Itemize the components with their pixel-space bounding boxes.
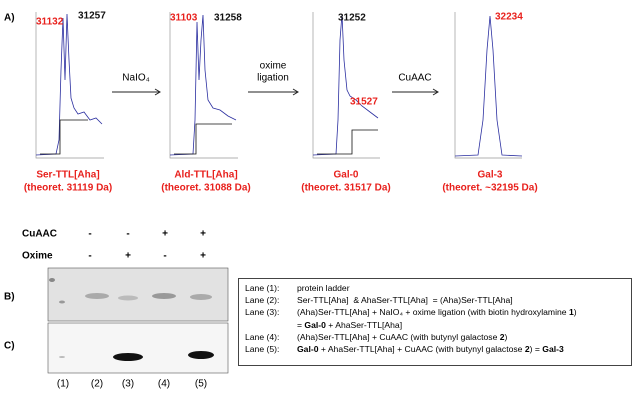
arrows [112, 88, 439, 96]
condition-sign: - [88, 229, 91, 240]
gel-bands [49, 278, 214, 361]
lane-label: Lane (3): [245, 307, 280, 318]
legend-row: Lane (4): (Aha)Ser-TTL[Aha] + CuAAC (with… [245, 331, 625, 343]
panel-label: A) [4, 13, 15, 24]
lane-description: protein ladder [297, 282, 350, 294]
condition-sign: + [200, 251, 206, 262]
arrow-label: ligation [257, 73, 289, 84]
peak-mass: 31258 [214, 13, 242, 24]
legend-row: Lane (3): (Aha)Ser-TTL[Aha] + NaIO₄ + oxi… [245, 306, 625, 318]
lane-number: (4) [158, 379, 170, 390]
species-name: Gal-0 [333, 170, 358, 181]
lane-label: Lane (5): [245, 344, 280, 355]
arrow-label: oxime [260, 61, 287, 72]
theoretical-mass: (theoret. ~32195 Da) [442, 183, 537, 194]
panel-label: C) [4, 341, 15, 352]
description-text: Gal-0 [297, 344, 319, 355]
description-text: 1 [568, 307, 574, 318]
description-text: Gal-3 [542, 344, 564, 355]
description-text: (Aha)Ser-TTL[Aha] + CuAAC (with butynyl … [297, 331, 500, 342]
peak-mass: 32234 [495, 12, 523, 23]
condition-sign: + [162, 229, 168, 240]
description-text: = [297, 319, 305, 330]
lane-label [245, 319, 297, 331]
arrow-label: NaIO₄ [122, 73, 149, 84]
description-text: + AhaSer-TTL[Aha] + CuAAC (with butynyl … [318, 344, 525, 355]
condition-sign: + [125, 251, 131, 262]
lane-description: = Gal-0 + AhaSer-TTL[Aha] [297, 319, 402, 331]
lane-number: (3) [122, 379, 134, 390]
lane-number: (5) [195, 379, 207, 390]
description-text: ) = [529, 344, 543, 355]
legend-row: Lane (2): Ser-TTL[Aha] & AhaSer-TTL[Aha] … [245, 294, 625, 306]
lane-label: Lane (1): [245, 283, 280, 293]
panel-label: B) [4, 292, 15, 303]
description-text: 2 [524, 344, 530, 355]
peak-mass: 31527 [350, 97, 378, 108]
condition-sign: - [163, 251, 166, 262]
description-text: protein ladder [297, 283, 350, 293]
arrow-label: CuAAC [398, 73, 431, 84]
peak-mass: 31257 [78, 11, 106, 22]
condition-label: CuAAC [22, 229, 57, 240]
peak-mass: 31103 [170, 13, 198, 24]
description-text: + AhaSer-TTL[Aha] [325, 319, 403, 330]
spectrum-fit [40, 119, 378, 155]
species-name: Ald-TTL[Aha] [174, 170, 237, 181]
condition-label: Oxime [22, 251, 53, 262]
legend-row: Lane (1): protein ladder [245, 282, 625, 294]
peak-mass: 31132 [36, 17, 64, 28]
description-text: (Aha)Ser-TTL[Aha] + NaIO₄ + oxime ligati… [297, 307, 569, 318]
lane-description: Gal-0 + AhaSer-TTL[Aha] + CuAAC (with bu… [297, 343, 564, 355]
lane-label: Lane (4): [245, 331, 280, 342]
theoretical-mass: (theoret. 31517 Da) [301, 183, 390, 194]
lane-number: (1) [57, 379, 69, 390]
legend-row: = Gal-0 + AhaSer-TTL[Aha] [245, 319, 625, 331]
condition-sign: + [200, 229, 206, 240]
condition-sign: - [88, 251, 91, 262]
description-text: 2 [499, 331, 505, 342]
peak-mass: 31252 [338, 13, 366, 24]
species-name: Ser-TTL[Aha] [36, 170, 99, 181]
gel-c [47, 322, 229, 374]
spectrum-axes [35, 12, 522, 159]
description-text: ) [573, 307, 577, 318]
theoretical-mass: (theoret. 31088 Da) [161, 183, 250, 194]
description-text: ) [504, 331, 508, 342]
species-name: Gal-3 [477, 170, 502, 181]
description-text: Gal-0 [304, 319, 326, 330]
description-text: Ser-TTL[Aha] & AhaSer-TTL[Aha] = (Aha)Se… [297, 295, 513, 306]
lane-description: (Aha)Ser-TTL[Aha] + NaIO₄ + oxime ligati… [297, 306, 577, 318]
spectrum-traces [35, 13, 523, 157]
lane-number: (2) [91, 379, 103, 390]
legend-row: Lane (5): Gal-0 + AhaSer-TTL[Aha] + CuAAC… [245, 343, 625, 355]
lane-label: Lane (2): [245, 295, 280, 306]
lane-legend: Lane (1): protein ladder Lane (2): Ser-TTL[… [238, 278, 632, 366]
theoretical-mass: (theoret. 31119 Da) [24, 183, 112, 194]
lane-description: (Aha)Ser-TTL[Aha] + CuAAC (with butynyl … [297, 331, 507, 343]
condition-sign: - [126, 229, 129, 240]
lane-description: Ser-TTL[Aha] & AhaSer-TTL[Aha] = (Aha)Se… [297, 294, 513, 306]
